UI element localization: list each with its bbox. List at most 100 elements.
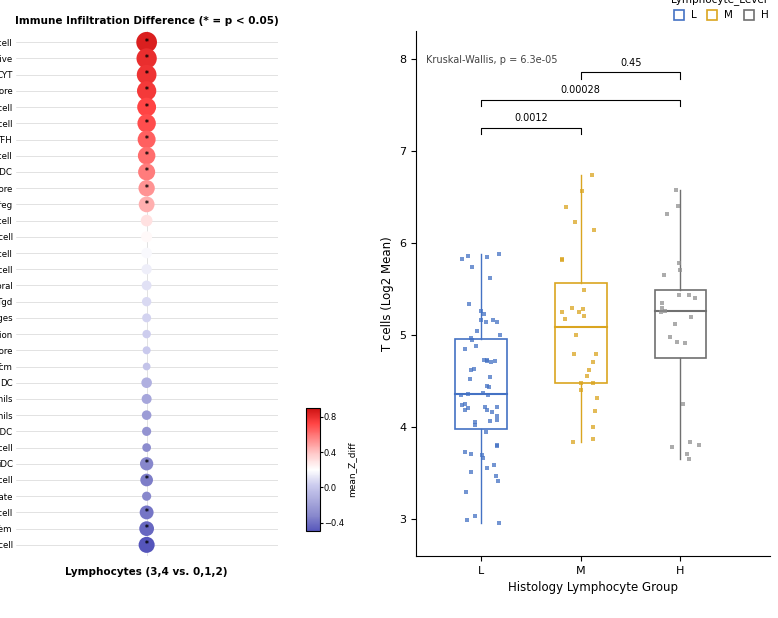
Point: [456, 254, 468, 264]
Text: *: *: [145, 103, 149, 112]
Point: [661, 209, 674, 219]
Point: [475, 315, 488, 325]
Point: [587, 357, 599, 366]
Point: [460, 487, 472, 497]
Point: [465, 467, 478, 477]
Point: [461, 515, 473, 525]
Point: [578, 286, 591, 295]
Point: [478, 355, 490, 365]
Text: 0.0012: 0.0012: [514, 113, 548, 123]
Point: [477, 453, 489, 463]
Point: [459, 344, 471, 354]
Text: *: *: [145, 184, 149, 193]
Point: [140, 540, 152, 550]
Point: [468, 511, 481, 521]
Point: [556, 254, 569, 264]
Point: [469, 417, 482, 427]
Point: [673, 290, 685, 300]
Point: [575, 385, 587, 395]
Point: [486, 407, 499, 417]
Point: [673, 258, 685, 268]
Point: [556, 307, 569, 317]
Point: [140, 442, 152, 452]
Point: [461, 404, 474, 413]
Legend: 1, 2, 3, 4, 5: 1, 2, 3, 4, 5: [505, 151, 549, 237]
Point: [463, 299, 475, 309]
Point: [464, 333, 477, 343]
Point: [481, 355, 493, 365]
Point: [479, 402, 492, 412]
Point: [140, 491, 152, 501]
Point: [656, 303, 668, 313]
Point: [140, 232, 152, 242]
Text: *: *: [145, 54, 149, 63]
Text: 0.45: 0.45: [620, 57, 641, 68]
Point: [140, 378, 152, 387]
X-axis label: Lymphocytes (3,4 vs. 0,1,2): Lymphocytes (3,4 vs. 0,1,2): [65, 567, 228, 577]
Point: [477, 389, 489, 399]
Point: [682, 290, 695, 300]
Point: [482, 390, 494, 400]
Point: [461, 389, 474, 399]
Point: [140, 362, 152, 371]
Point: [140, 410, 152, 420]
Point: [140, 70, 152, 80]
Point: [573, 307, 586, 317]
Point: [476, 450, 489, 460]
Point: [491, 441, 503, 451]
Point: [465, 336, 478, 345]
Point: [488, 460, 500, 470]
Point: [656, 298, 668, 308]
Text: *: *: [145, 540, 149, 549]
Point: [140, 54, 152, 64]
Point: [683, 454, 696, 464]
Point: [140, 37, 152, 47]
Point: [580, 371, 593, 381]
Point: [576, 304, 589, 314]
Point: [668, 319, 681, 329]
Point: [587, 378, 599, 387]
Point: [568, 349, 580, 359]
Point: [578, 311, 591, 321]
Point: [569, 331, 582, 341]
Point: [658, 270, 671, 280]
Point: [481, 381, 493, 391]
Point: [671, 337, 684, 347]
Point: [587, 422, 599, 432]
Point: [140, 475, 152, 485]
Point: [140, 426, 152, 436]
Title: Immune Infiltration Difference (* = p < 0.05): Immune Infiltration Difference (* = p < …: [15, 16, 279, 26]
Text: *: *: [145, 475, 149, 485]
Point: [689, 294, 701, 303]
Point: [555, 255, 568, 265]
Text: *: *: [145, 38, 149, 47]
Point: [589, 406, 601, 416]
Text: *: *: [145, 508, 149, 517]
Point: [140, 507, 152, 517]
Point: [678, 337, 691, 347]
Point: [140, 313, 152, 323]
Point: [692, 441, 705, 451]
X-axis label: Histology Lymphocyte Group: Histology Lymphocyte Group: [508, 582, 678, 595]
Text: *: *: [145, 87, 149, 95]
Point: [487, 315, 499, 325]
Point: [566, 437, 579, 447]
Point: [665, 442, 678, 452]
Text: *: *: [145, 135, 149, 144]
Text: *: *: [145, 70, 149, 79]
Point: [470, 341, 482, 351]
Point: [140, 86, 152, 96]
Point: [140, 167, 152, 177]
Point: [559, 314, 571, 324]
Point: [140, 265, 152, 274]
Point: [481, 356, 493, 366]
Point: [140, 119, 152, 129]
Text: *: *: [145, 119, 149, 128]
Point: [490, 471, 503, 481]
Point: [459, 447, 471, 457]
Point: [140, 216, 152, 226]
Point: [684, 437, 696, 447]
Text: *: *: [145, 524, 149, 533]
Point: [140, 345, 152, 355]
Point: [491, 439, 503, 449]
